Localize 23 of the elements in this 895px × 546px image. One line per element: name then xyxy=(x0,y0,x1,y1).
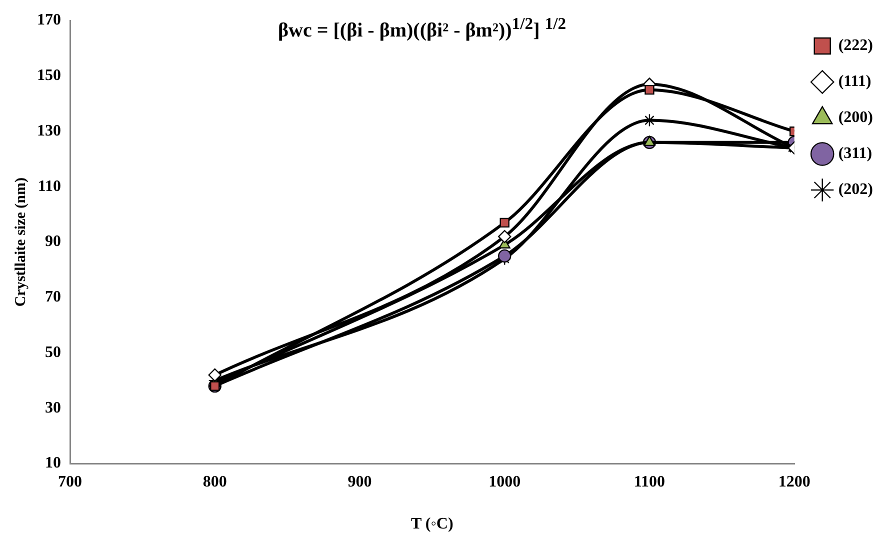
legend-label: (311) xyxy=(838,145,872,162)
y-tick-label: 130 xyxy=(37,122,61,140)
y-tick-label: 10 xyxy=(45,454,61,472)
x-tick-label: 800 xyxy=(202,473,227,490)
x-tick-label: 900 xyxy=(348,473,372,490)
x-tick-label: 1100 xyxy=(634,473,666,490)
y-tick-label: 150 xyxy=(37,67,61,84)
y-axis-title: Crystllaite size (nm) xyxy=(12,178,29,307)
x-tick-label: 1000 xyxy=(488,473,521,490)
y-tick-label: 110 xyxy=(38,178,61,195)
y-tick-label: 50 xyxy=(45,344,61,361)
y-tick-label: 170 xyxy=(37,12,61,29)
y-tick-label: 90 xyxy=(45,233,61,250)
chart-title: βwc = [(βi - βm)((βi² - βm²))$^{1/2}$] $^{1/2}$ xyxy=(278,14,566,43)
legend-label: (222) xyxy=(838,37,873,54)
legend-label: (111) xyxy=(838,73,872,90)
x-tick-label: 700 xyxy=(58,473,82,490)
y-tick-label: 30 xyxy=(45,399,61,416)
x-tick-label: 1200 xyxy=(778,473,810,490)
y-tick-label: 70 xyxy=(45,288,61,306)
legend-label: (200) xyxy=(838,109,873,126)
x-axis-title: T (◦C) xyxy=(411,516,454,533)
legend-label: (202) xyxy=(838,181,873,198)
